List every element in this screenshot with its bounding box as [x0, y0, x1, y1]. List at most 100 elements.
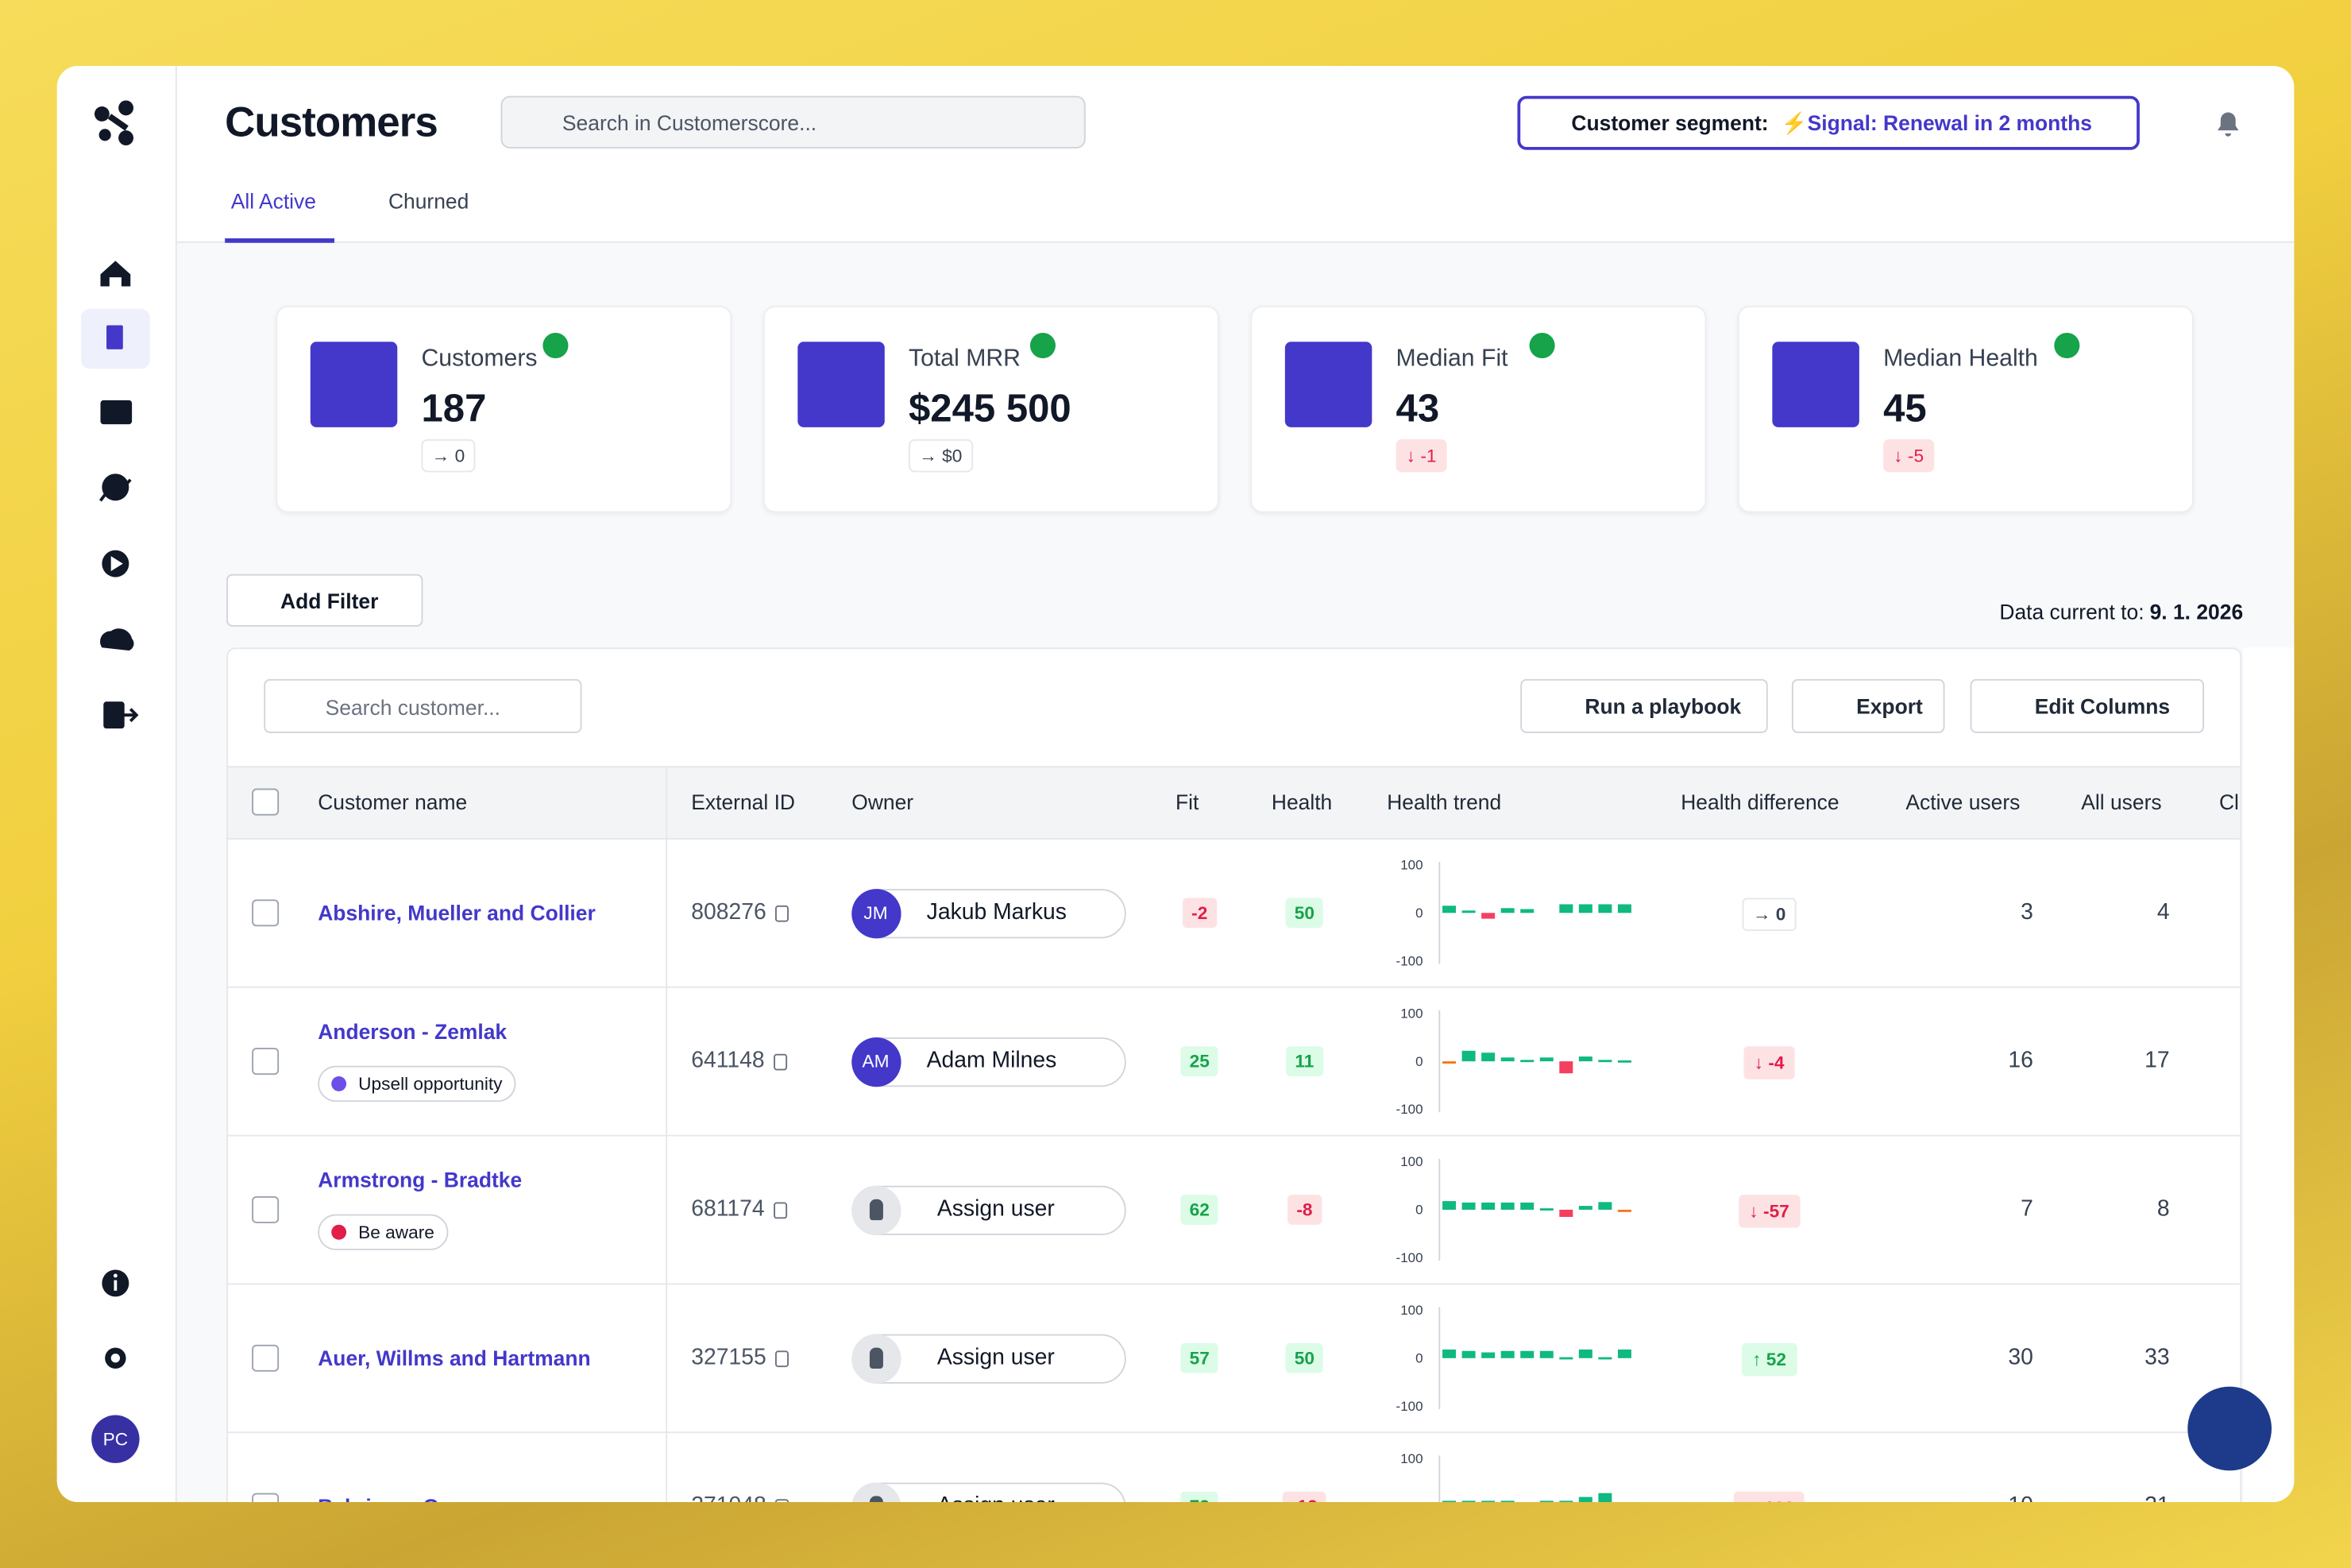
stat-change: → $0 [909, 438, 973, 473]
trend-tick-label: -100 [1396, 1250, 1423, 1265]
trend-bar [1520, 1202, 1535, 1210]
row-checkbox[interactable] [252, 899, 280, 927]
table-action-button[interactable] [1520, 678, 1768, 733]
stat-value: 43 [1396, 385, 1440, 431]
stat-label: Median Health [1883, 346, 2038, 373]
trend-bar [1559, 1500, 1573, 1502]
trend-bar [1578, 904, 1592, 913]
copy-icon[interactable] [774, 1350, 789, 1368]
row-checkbox[interactable] [252, 1344, 280, 1372]
owner-select[interactable] [851, 1334, 1126, 1384]
external-id: 681174 [691, 1195, 765, 1222]
trend-bar [1500, 1057, 1515, 1062]
trend-bar [1617, 1349, 1631, 1358]
owner-avatar [851, 889, 901, 939]
trend-bar [1617, 1209, 1631, 1212]
health-difference-badge: ↓ -102 [1733, 1491, 1805, 1502]
fit-badge: -2 [1182, 898, 1217, 929]
column-header: All users [2081, 790, 2162, 814]
external-id: 808276 [691, 899, 766, 925]
trend-bar [1461, 1350, 1476, 1358]
row-checkbox[interactable] [252, 1493, 280, 1502]
owner-placeholder-icon [869, 1496, 883, 1502]
customer-tag: Upsell opportunity [318, 1065, 516, 1103]
stat-change: → 0 [421, 438, 476, 473]
health-badge: 50 [1285, 898, 1324, 929]
column-header: Active users [1905, 790, 2021, 814]
trend-bar [1520, 1350, 1535, 1358]
active-users: 16 [2008, 1048, 2033, 1074]
row-divider [227, 1283, 2241, 1285]
trend-bar [1481, 1500, 1496, 1502]
trend-bar [1442, 1500, 1457, 1502]
tab[interactable]: Churned [388, 188, 469, 213]
owner-placeholder-icon [869, 1199, 883, 1221]
active-users: 3 [2021, 899, 2033, 925]
segment-value: ⚡Signal: Renewal in 2 months [1781, 110, 2092, 135]
user-initials[interactable]: PC [102, 1428, 129, 1450]
health-badge: -8 [1287, 1195, 1322, 1225]
stat-icon [797, 342, 885, 427]
trend-tick-label: 100 [1400, 1154, 1423, 1169]
add-filter-button[interactable] [226, 574, 423, 627]
copy-icon[interactable] [774, 1202, 788, 1219]
table-header [227, 766, 2241, 840]
health-difference-badge: ↑ 52 [1741, 1342, 1797, 1377]
trend-bar [1481, 1202, 1496, 1210]
customer-name[interactable]: Anderson - Zemlak [318, 1019, 508, 1044]
tag-dot [331, 1076, 347, 1091]
row-divider [227, 1431, 2241, 1434]
table-action-button[interactable] [1791, 678, 1945, 733]
customer-name[interactable]: Abshire, Mueller and Collier [318, 901, 596, 925]
stat-value: $245 500 [909, 385, 1071, 431]
row-checkbox[interactable] [252, 1048, 280, 1076]
row-checkbox[interactable] [252, 1195, 280, 1223]
trend-bar [1598, 1357, 1612, 1360]
column-header: Customer name [318, 790, 468, 814]
global-search[interactable] [500, 95, 1086, 149]
customer-name[interactable]: Bahringer Group [318, 1492, 485, 1502]
segment-button[interactable] [1517, 95, 2140, 150]
header-checkbox[interactable] [252, 788, 280, 816]
trend-tick-label: 0 [1415, 906, 1423, 921]
trend-bar [1539, 1350, 1554, 1358]
tab[interactable]: All Active [230, 188, 316, 213]
customer-name[interactable]: Auer, Willms and Hartmann [318, 1346, 591, 1370]
stat-icon [1284, 342, 1372, 427]
column-header: Health difference [1681, 790, 1839, 814]
fit-badge: 57 [1180, 1342, 1219, 1373]
stat-change: ↓ -1 [1396, 438, 1447, 473]
row-divider [227, 986, 2241, 988]
table-action-label: Run a playbook [1585, 693, 1742, 718]
customer-name[interactable]: Armstrong - Bradtke [318, 1168, 523, 1192]
customer-search[interactable] [264, 678, 582, 733]
trend-bar [1520, 1060, 1535, 1063]
bell-icon[interactable] [2210, 105, 2246, 141]
chat-button[interactable] [2187, 1386, 2272, 1471]
fit-badge: 25 [1180, 1046, 1219, 1077]
column-header: Health trend [1387, 790, 1502, 814]
trend-bar [1598, 1493, 1612, 1502]
trend-bar [1500, 1350, 1515, 1358]
trend-bar [1598, 1060, 1612, 1063]
column-divider [666, 766, 668, 1502]
stat-value: 187 [421, 385, 487, 431]
copy-icon[interactable] [774, 905, 789, 922]
trend-bar [1559, 904, 1573, 913]
owner-name: Jakub Markus [926, 899, 1067, 925]
trend-bar [1617, 1060, 1631, 1063]
trend-bar [1578, 1056, 1592, 1062]
trend-bar [1578, 1497, 1592, 1502]
copy-icon[interactable] [774, 1499, 789, 1502]
all-users: 33 [2144, 1344, 2170, 1370]
sidebar [56, 66, 177, 1502]
table-action-button[interactable] [1970, 678, 2205, 733]
copy-icon[interactable] [774, 1053, 788, 1071]
data-current-label: Data current to: [1999, 599, 2144, 624]
table-action-label: Export [1856, 693, 1923, 718]
trend-tick-label: 0 [1415, 1499, 1423, 1502]
